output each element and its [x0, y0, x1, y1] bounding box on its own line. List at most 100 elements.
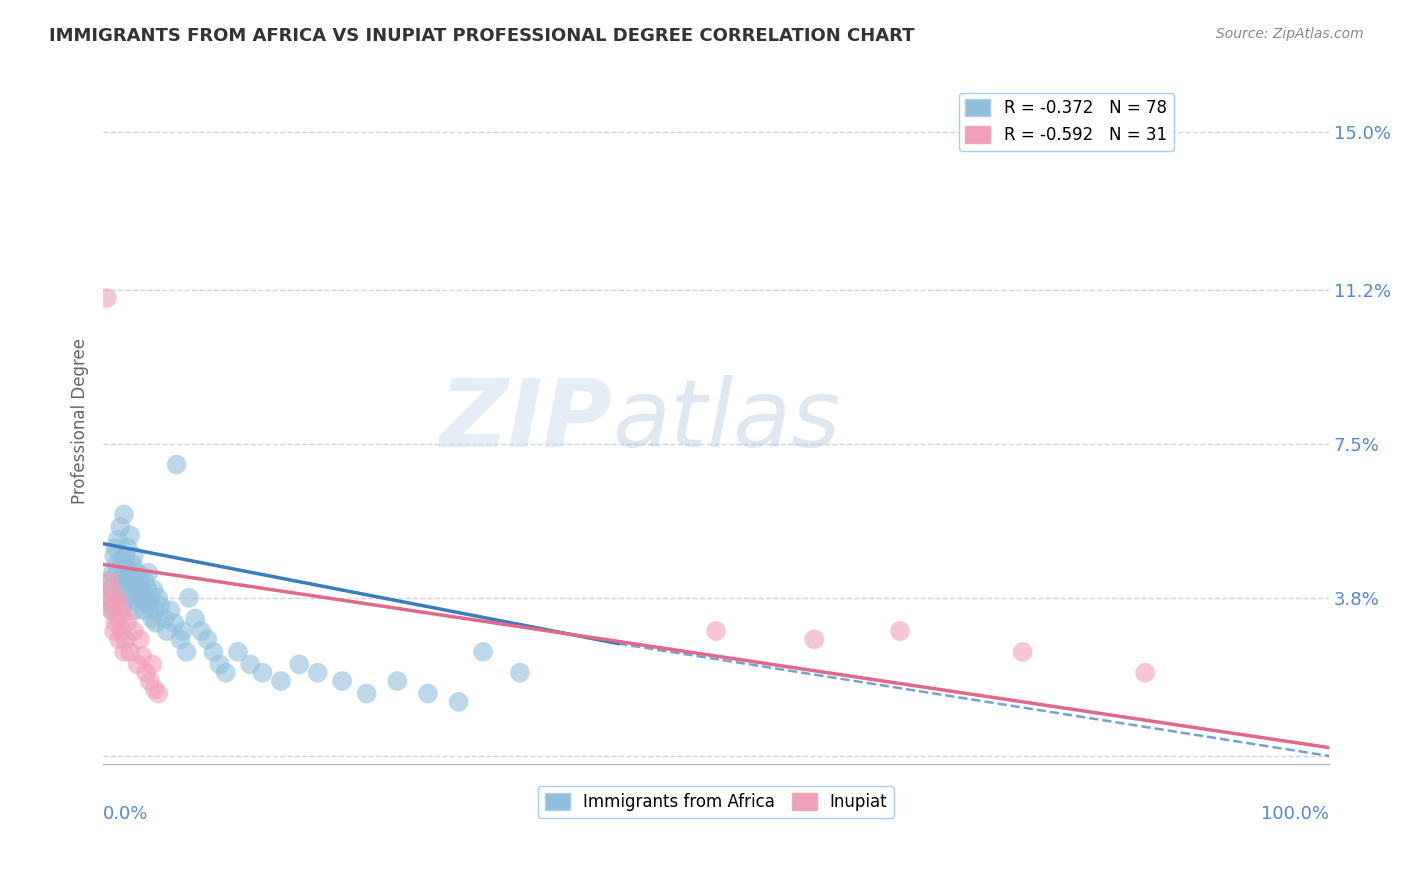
Point	[122, 574, 145, 588]
Point	[103, 624, 125, 638]
Point	[111, 570, 134, 584]
Point	[172, 624, 194, 638]
Point	[208, 657, 231, 672]
Point	[169, 632, 191, 647]
Point	[141, 657, 163, 672]
Point	[103, 549, 125, 563]
Point	[117, 615, 139, 630]
Point	[163, 615, 186, 630]
Point	[136, 582, 159, 597]
Point	[122, 624, 145, 638]
Point	[127, 566, 149, 580]
Point	[114, 549, 136, 563]
Point	[110, 553, 132, 567]
Point	[104, 570, 127, 584]
Point	[215, 665, 238, 680]
Point	[270, 673, 292, 688]
Point	[138, 673, 160, 688]
Point	[105, 591, 128, 605]
Point	[117, 541, 139, 555]
Point	[166, 458, 188, 472]
Point	[120, 528, 142, 542]
Point	[114, 632, 136, 647]
Point	[110, 520, 132, 534]
Point	[107, 611, 129, 625]
Point	[239, 657, 262, 672]
Point	[148, 686, 170, 700]
Legend: Immigrants from Africa, Inupiat: Immigrants from Africa, Inupiat	[538, 786, 894, 818]
Point	[98, 574, 121, 588]
Point	[139, 591, 162, 605]
Text: 0.0%: 0.0%	[103, 805, 149, 823]
Point	[107, 591, 129, 605]
Point	[112, 645, 135, 659]
Point	[127, 657, 149, 672]
Point	[416, 686, 439, 700]
Point	[110, 599, 132, 613]
Point	[118, 591, 141, 605]
Point	[149, 599, 172, 613]
Point	[121, 558, 143, 572]
Point	[1011, 645, 1033, 659]
Point	[111, 607, 134, 622]
Point	[135, 595, 157, 609]
Point	[447, 695, 470, 709]
Point	[124, 603, 146, 617]
Point	[330, 673, 353, 688]
Point	[889, 624, 911, 638]
Point	[184, 611, 207, 625]
Point	[110, 599, 132, 613]
Point	[114, 582, 136, 597]
Point	[288, 657, 311, 672]
Point	[138, 599, 160, 613]
Point	[135, 665, 157, 680]
Point	[1133, 665, 1156, 680]
Point	[100, 582, 122, 597]
Point	[509, 665, 531, 680]
Point	[129, 632, 152, 647]
Point	[153, 611, 176, 625]
Point	[108, 578, 131, 592]
Text: Source: ZipAtlas.com: Source: ZipAtlas.com	[1216, 27, 1364, 41]
Point	[803, 632, 825, 647]
Point	[131, 591, 153, 605]
Point	[307, 665, 329, 680]
Point	[202, 645, 225, 659]
Point	[472, 645, 495, 659]
Point	[148, 591, 170, 605]
Point	[120, 586, 142, 600]
Point	[129, 570, 152, 584]
Point	[195, 632, 218, 647]
Point	[177, 591, 200, 605]
Point	[115, 561, 138, 575]
Point	[100, 603, 122, 617]
Point	[110, 624, 132, 638]
Point	[101, 566, 124, 580]
Text: 100.0%: 100.0%	[1261, 805, 1329, 823]
Point	[108, 632, 131, 647]
Point	[96, 291, 118, 305]
Point	[120, 566, 142, 580]
Point	[134, 574, 156, 588]
Text: atlas: atlas	[612, 376, 841, 467]
Point	[127, 595, 149, 609]
Point	[356, 686, 378, 700]
Point	[145, 615, 167, 630]
Point	[190, 624, 212, 638]
Point	[143, 682, 166, 697]
Y-axis label: Professional Degree: Professional Degree	[72, 338, 89, 504]
Text: IMMIGRANTS FROM AFRICA VS INUPIAT PROFESSIONAL DEGREE CORRELATION CHART: IMMIGRANTS FROM AFRICA VS INUPIAT PROFES…	[49, 27, 915, 45]
Point	[107, 533, 129, 547]
Point	[156, 624, 179, 638]
Point	[176, 645, 198, 659]
Point	[129, 582, 152, 597]
Point	[142, 582, 165, 597]
Point	[117, 574, 139, 588]
Point	[128, 586, 150, 600]
Point	[138, 566, 160, 580]
Point	[387, 673, 409, 688]
Point	[97, 574, 120, 588]
Point	[125, 578, 148, 592]
Point	[100, 603, 122, 617]
Point	[105, 558, 128, 572]
